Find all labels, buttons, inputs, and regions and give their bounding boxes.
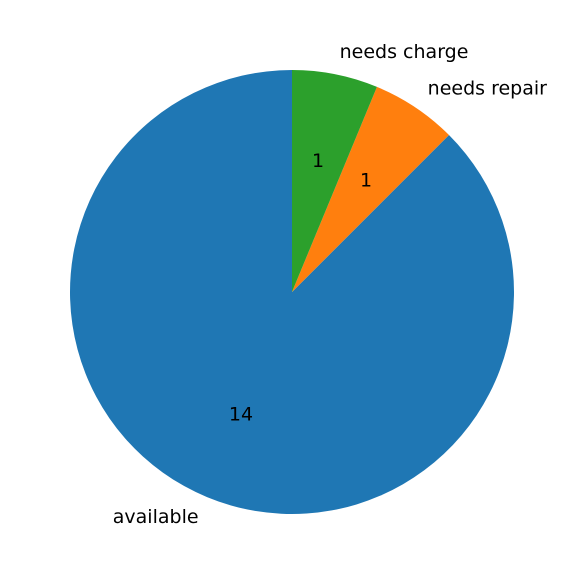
slice-needs-charge: [292, 70, 377, 292]
slice-value-needs-repair: 1: [360, 170, 372, 192]
slice-available: [70, 70, 514, 515]
slice-needs-repair: [292, 86, 449, 292]
slice-label-needs-charge: needs charge: [340, 41, 469, 63]
slice-value-available: 14: [229, 404, 253, 426]
pie-slices: [70, 70, 514, 515]
slice-label-available: available: [113, 506, 199, 528]
pie-labels: available 14 needs repair 1 needs charge 1: [113, 41, 547, 528]
slice-label-needs-repair: needs repair: [428, 77, 547, 99]
slice-value-needs-charge: 1: [312, 150, 324, 172]
